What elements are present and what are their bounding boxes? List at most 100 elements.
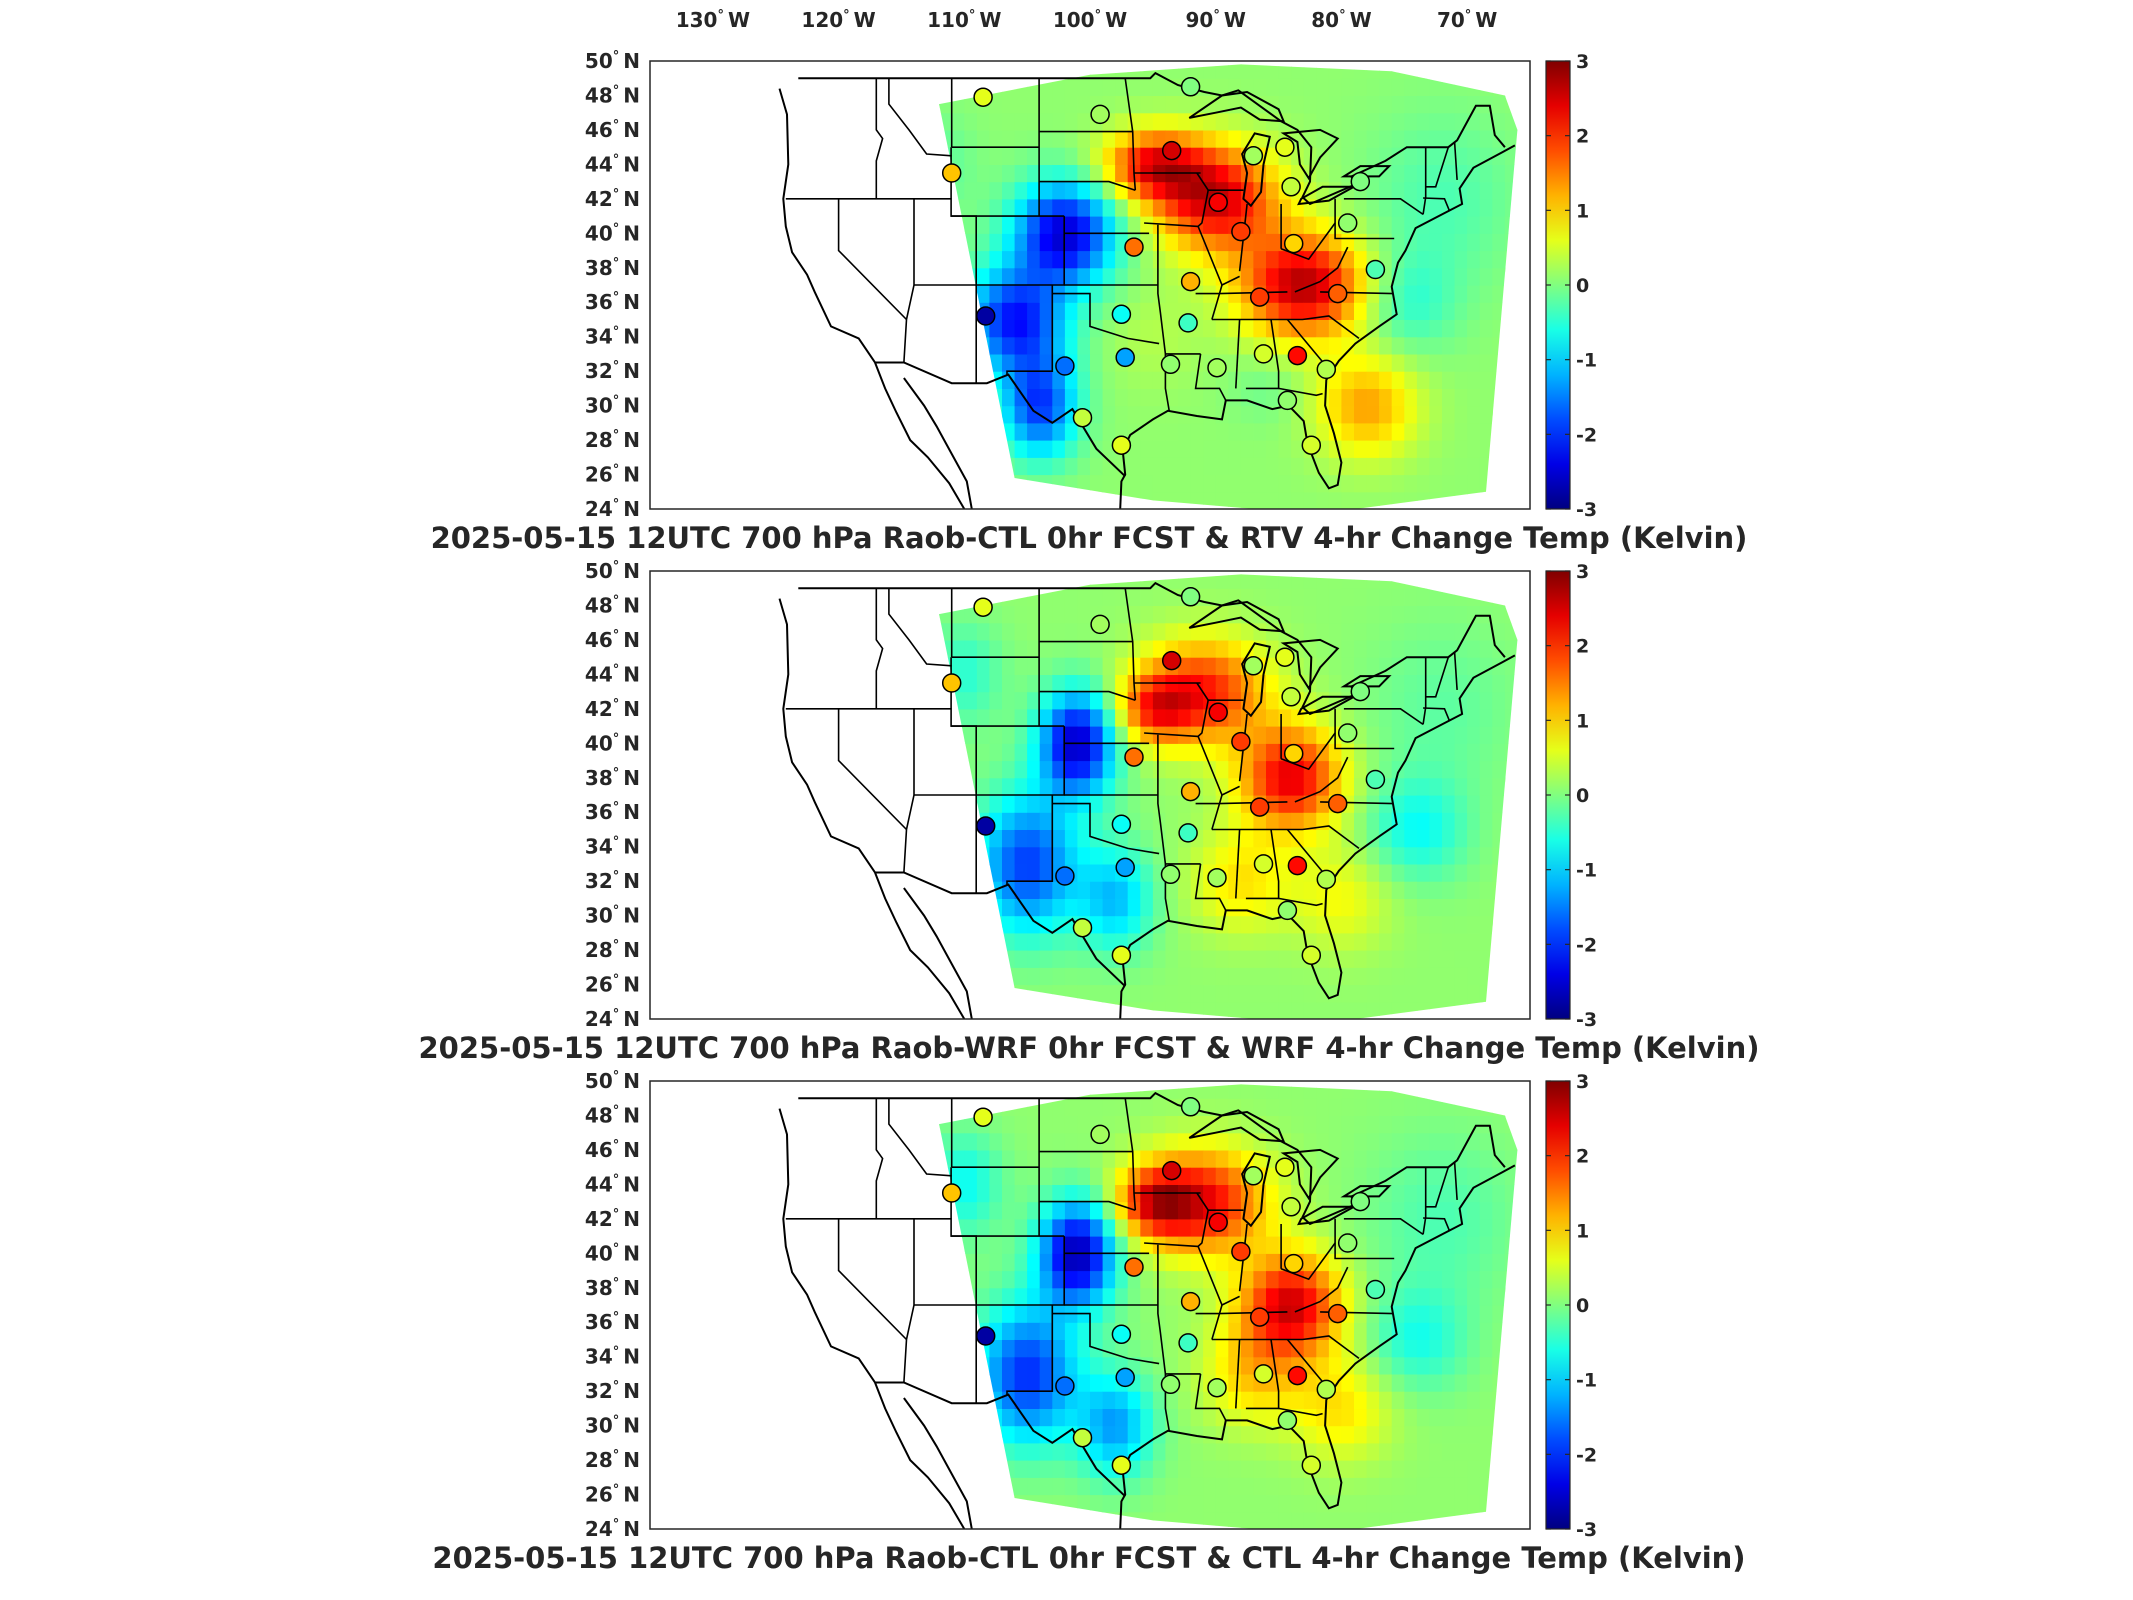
- great-lake-outline: [1280, 128, 1340, 181]
- state-boundary: [1157, 224, 1170, 411]
- raob-station-marker: [1281, 1197, 1301, 1217]
- state-boundary: [1235, 829, 1241, 899]
- lat-tick-label: 50° N: [585, 559, 640, 583]
- raob-station-marker: [1180, 781, 1201, 802]
- raob-station-marker: [1337, 213, 1358, 233]
- lat-tick-label: 32° N: [585, 359, 640, 383]
- lat-tick-label: 36° N: [585, 1310, 640, 1334]
- state-boundary: [1211, 315, 1360, 340]
- lat-tick-label: 44° N: [585, 1172, 640, 1196]
- raob-station-marker: [1207, 867, 1227, 888]
- colorbar-tick-label: -2: [1576, 424, 1597, 446]
- state-boundary: [1211, 825, 1360, 850]
- raob-station-marker: [1283, 743, 1304, 764]
- latitude-axis-labels: 50° N 48° N 46° N 44° N 42° N 40° N 38° N 36° N 34° N 32° N…: [585, 1069, 640, 1541]
- state-boundary: [888, 78, 952, 157]
- raob-station-marker: [1178, 1333, 1198, 1353]
- raob-station-marker: [1208, 702, 1228, 723]
- state-boundary: [1422, 657, 1427, 725]
- raob-station-marker: [1207, 357, 1227, 378]
- state-boundary: [1052, 292, 1160, 345]
- raob-station-marker: [1249, 1307, 1270, 1327]
- lat-tick-label: 50° N: [585, 49, 640, 73]
- state-boundary: [1052, 802, 1160, 855]
- mexico-border: [875, 361, 1126, 478]
- raob-station-marker: [1253, 1364, 1274, 1384]
- raob-station-marker: [1072, 407, 1093, 428]
- latitude-axis-labels: 50° N 48° N 46° N 44° N 42° N 40° N 38° N 36° N 34° N 32° N…: [585, 559, 640, 1031]
- lat-tick-label: 32° N: [585, 869, 640, 893]
- lon-tick-label: 80° W: [1311, 8, 1371, 32]
- lat-tick-label: 36° N: [585, 800, 640, 824]
- raob-station-marker: [1327, 1303, 1348, 1324]
- state-boundary: [1211, 1304, 1223, 1340]
- state-boundary: [1039, 1200, 1136, 1211]
- lat-tick-label: 48° N: [585, 1104, 640, 1128]
- colorbar-tick-label: 3: [1576, 561, 1589, 583]
- raob-station-marker: [1180, 1097, 1201, 1117]
- lat-tick-label: 42° N: [585, 187, 640, 211]
- lat-tick-label: 48° N: [585, 84, 640, 108]
- state-boundary: [1425, 656, 1450, 698]
- colorbar-tick-label: -3: [1576, 1009, 1597, 1031]
- raob-station-marker: [1090, 1124, 1110, 1145]
- raob-station-marker: [1055, 866, 1075, 886]
- colorbar-wrf: 3 2 1 0 -1 -2 -3: [1545, 561, 1597, 1031]
- raob-station-marker: [1287, 1365, 1308, 1386]
- mexico-border: [875, 871, 1126, 988]
- raob-station-marker: [1277, 1410, 1298, 1431]
- raob-station-marker: [1275, 137, 1295, 157]
- mexico-border: [875, 1381, 1126, 1498]
- state-boundary: [1211, 794, 1223, 830]
- colorbar-tick-label: 0: [1576, 785, 1589, 807]
- state-boundary: [1423, 197, 1451, 212]
- state-boundary: [1278, 1407, 1323, 1417]
- raob-station-marker: [1178, 313, 1198, 333]
- lat-tick-label: 42° N: [585, 1207, 640, 1231]
- lat-tick-label: 42° N: [585, 697, 640, 721]
- panel-title-rtv: 2025-05-15 12UTC 700 hPa Raob-CTL 0hr FC…: [431, 521, 1748, 555]
- lat-tick-label: 36° N: [585, 290, 640, 314]
- raob-station-marker: [1124, 747, 1144, 767]
- lat-tick-label: 24° N: [585, 1007, 640, 1031]
- state-boundary: [1294, 756, 1349, 803]
- state-boundary: [875, 588, 884, 709]
- raob-station-marker: [1287, 855, 1308, 876]
- raob-station-marker: [1180, 587, 1201, 607]
- great-lake-outline: [1297, 185, 1355, 206]
- raob-station-marker: [941, 163, 962, 183]
- state-boundary: [1334, 198, 1395, 240]
- lat-tick-label: 30° N: [585, 904, 640, 928]
- raob-station-marker: [1111, 304, 1132, 325]
- raob-stations: [941, 1097, 1386, 1475]
- state-boundary: [1144, 1242, 1199, 1248]
- raob-station-marker: [1160, 1374, 1181, 1395]
- lon-tick-label: 120° W: [801, 8, 875, 32]
- raob-station-marker: [973, 1107, 993, 1127]
- lon-tick-label: 110° W: [927, 8, 1001, 32]
- great-lake-outline: [1188, 600, 1286, 633]
- lat-tick-label: 44° N: [585, 152, 640, 176]
- state-boundary: [1343, 1218, 1424, 1236]
- baja-coastline: [903, 1397, 973, 1529]
- state-boundary: [1245, 319, 1280, 390]
- lat-tick-label: 46° N: [585, 1138, 640, 1162]
- state-boundary: [1278, 897, 1323, 907]
- colorbar-tick-label: 3: [1576, 1071, 1589, 1093]
- state-boundary: [1124, 1098, 1137, 1211]
- great-lake-outline: [1241, 1152, 1271, 1228]
- great-lake-outline: [1297, 695, 1355, 716]
- raob-station-marker: [1249, 287, 1270, 307]
- great-lake-outline: [1188, 90, 1286, 123]
- gulf-atlantic-coastline: [1119, 654, 1516, 1019]
- raob-station-marker: [1124, 237, 1144, 257]
- state-boundary: [1211, 1335, 1360, 1360]
- lat-tick-label: 34° N: [585, 325, 640, 349]
- colorbar-rtv: 3 2 1 0 -1 -2 -3: [1545, 51, 1597, 521]
- raob-station-marker: [1275, 647, 1295, 667]
- raob-station-marker: [1111, 1324, 1132, 1345]
- state-boundary: [1453, 141, 1458, 180]
- raob-station-marker: [1161, 650, 1182, 671]
- state-boundary: [1334, 708, 1395, 750]
